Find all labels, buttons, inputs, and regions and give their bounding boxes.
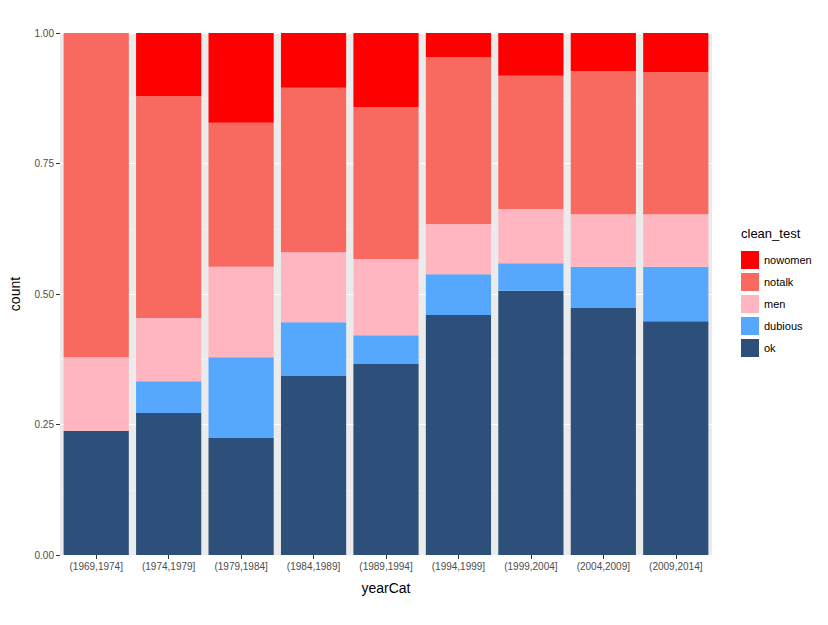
svg-text:notalk: notalk <box>764 276 794 288</box>
svg-text:men: men <box>764 298 785 310</box>
svg-text:(1979,1984]: (1979,1984] <box>214 561 268 572</box>
svg-text:clean_test: clean_test <box>741 226 801 241</box>
svg-text:count: count <box>7 277 23 311</box>
svg-text:(2009,2014]: (2009,2014] <box>649 561 703 572</box>
svg-text:(1969,1974]: (1969,1974] <box>70 561 124 572</box>
svg-text:dubious: dubious <box>764 320 803 332</box>
svg-text:(1994,1999]: (1994,1999] <box>432 561 486 572</box>
svg-text:0.50: 0.50 <box>35 289 55 300</box>
svg-text:(1984,1989]: (1984,1989] <box>287 561 341 572</box>
svg-text:ok: ok <box>764 342 776 354</box>
svg-text:yearCat: yearCat <box>361 580 410 596</box>
svg-text:(1989,1994]: (1989,1994] <box>359 561 413 572</box>
svg-text:(1999,2004]: (1999,2004] <box>504 561 558 572</box>
svg-text:0.75: 0.75 <box>35 158 55 169</box>
svg-text:nowomen: nowomen <box>764 254 812 266</box>
svg-text:(1974,1979]: (1974,1979] <box>142 561 196 572</box>
svg-text:0.00: 0.00 <box>35 550 55 561</box>
svg-text:(2004,2009]: (2004,2009] <box>577 561 631 572</box>
svg-text:1.00: 1.00 <box>35 28 55 39</box>
svg-text:0.25: 0.25 <box>35 419 55 430</box>
